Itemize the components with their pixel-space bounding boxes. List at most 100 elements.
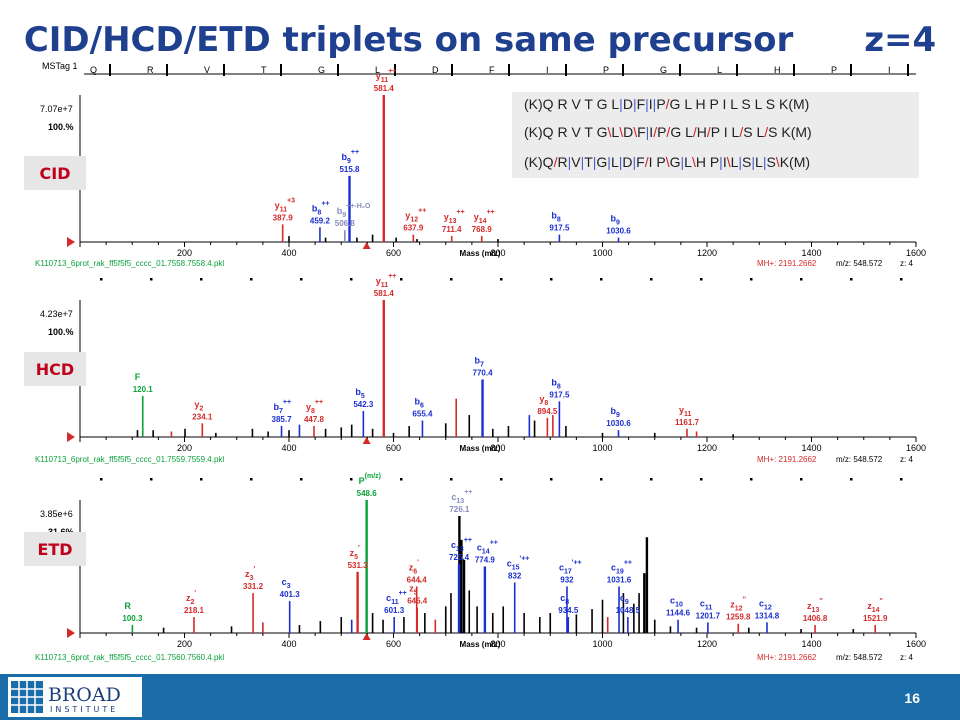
sequence-token: T <box>584 154 593 170</box>
sequence-token: | <box>567 154 572 170</box>
peak-mz-label: 1521.9 <box>863 614 888 623</box>
ion-label: y12++ <box>405 208 426 224</box>
page-number: 16 <box>904 690 920 706</box>
mstag-residue: Q <box>90 65 97 75</box>
ion-label: b9++-H₂O <box>337 203 371 219</box>
ion-charge: ' <box>194 590 196 597</box>
ion-type: y <box>376 71 381 81</box>
sequence-token: / <box>666 124 671 140</box>
ion-label: z5'' <box>409 581 421 597</box>
ion-type: b <box>312 203 318 213</box>
ion-type: c <box>477 543 482 553</box>
peak-mz-label: 644.4 <box>407 575 428 584</box>
panel-separator-dot <box>150 478 153 481</box>
x-tick-label: 1000 <box>592 639 612 649</box>
ymax-label: 4.23e+7 <box>40 309 73 319</box>
ion-type: z <box>409 562 414 572</box>
peak-mz-label: 531.3 <box>348 561 369 570</box>
ion-charge: ++-H₂O <box>346 203 371 210</box>
ion-index: 15 <box>512 564 520 571</box>
ion-type: b <box>475 355 481 365</box>
ion-charge: ++ <box>388 273 396 280</box>
ion-label: c10 <box>670 596 683 609</box>
sequence-token: F <box>636 96 646 112</box>
sequence-token: I <box>648 96 653 112</box>
ion-index: 19 <box>616 568 624 575</box>
sequence-token: L <box>755 154 763 170</box>
ion-label: y11 <box>679 405 692 418</box>
sequence-token: | <box>607 154 611 170</box>
precursor-marker <box>362 242 371 249</box>
sequence-token: / <box>553 154 558 170</box>
peak-mz-label: 385.7 <box>272 415 293 424</box>
ion-type: b <box>337 206 343 216</box>
ion-label: b9 <box>610 406 620 419</box>
ion-index: 13 <box>812 607 820 614</box>
ion-label: b6 <box>414 397 424 410</box>
panel-separator-dot <box>350 278 353 281</box>
mstag-residue: L <box>717 65 722 75</box>
ion-type: c <box>559 562 564 572</box>
ion-type: b <box>414 397 420 407</box>
peak-mz-label: 515.8 <box>339 165 360 174</box>
sequence-token: L <box>611 124 620 140</box>
ion-charge: +3 <box>287 197 295 204</box>
ion-label: z14 '' <box>867 598 883 614</box>
ion-index: 5 <box>354 554 358 561</box>
ion-index: 11 <box>391 599 399 606</box>
axis-marker <box>67 628 75 638</box>
sequence-token: D <box>623 124 634 140</box>
x-tick-label: 400 <box>281 443 296 453</box>
precursor-mz: m/z: 548.572 <box>836 455 883 464</box>
ion-type: c <box>451 540 456 550</box>
panel-separator-dot <box>600 478 603 481</box>
mh-value: MH+: 2191.2662 <box>757 259 817 268</box>
ion-type: b <box>355 387 361 397</box>
panel-separator-dot <box>300 478 303 481</box>
scale-label: 100.% <box>48 327 74 337</box>
ion-type: y <box>405 211 410 221</box>
mstag-residue: D <box>432 65 439 75</box>
logo-word-broad: BROAD <box>48 684 121 706</box>
ion-type: b <box>274 402 280 412</box>
peak-mz-label: 447.8 <box>304 415 325 424</box>
hcd-method-tag: HCD <box>24 352 86 386</box>
x-axis-label: Mass (m/z) <box>460 249 501 258</box>
panel-separator-dot <box>650 278 653 281</box>
ion-charge: '++ <box>572 559 582 566</box>
ion-label: c13++ <box>451 537 472 553</box>
x-tick-label: 600 <box>386 639 401 649</box>
sequence-token: | <box>632 96 637 112</box>
cid-sequence-coverage: (K)Q R V T G L|D|F|I|P/G L H P I L S L S… <box>524 96 919 112</box>
x-tick-label: 1400 <box>801 443 821 453</box>
sequence-token: F <box>636 154 645 170</box>
ion-charge: ++ <box>457 209 465 216</box>
x-tick-label: 400 <box>281 639 296 649</box>
mstag-residue: R <box>147 65 154 75</box>
ion-type: c <box>386 593 391 603</box>
ion-label: y11 +3 <box>275 197 296 213</box>
ion-type: c <box>620 593 625 603</box>
panel-separator-dot <box>450 278 453 281</box>
peak-mz-label: 218.1 <box>184 606 205 615</box>
mstag-residue: I <box>888 65 891 75</box>
sequence-token: | <box>619 96 623 112</box>
x-tick-label: 1400 <box>801 248 821 258</box>
broad-logo-mark: BROAD INSTITUTE <box>11 681 121 714</box>
peak-mz-label: 401.3 <box>280 590 301 599</box>
panel-separator-dot <box>150 278 153 281</box>
footer-bar <box>0 674 960 720</box>
ion-charge: ++ <box>464 489 472 496</box>
sequence-token: G <box>596 154 608 170</box>
sequence-token: | <box>632 154 637 170</box>
etd-sequence-coverage: (K)Q/R|V|T|G|L|D|F/I P\G|L\H P|I\L|S|L|S… <box>524 154 919 170</box>
sequence-token: / <box>739 124 744 140</box>
sequence-token: \ <box>691 154 696 170</box>
peak-mz-label: 581.4 <box>374 84 395 93</box>
ion-label: c3 <box>282 577 291 590</box>
sequence-token: | <box>738 154 743 170</box>
ion-index: 10 <box>675 602 683 609</box>
ion-index: 11 <box>705 604 713 611</box>
x-tick-label: 800 <box>490 248 505 258</box>
peak-mz-label: 768.9 <box>472 225 493 234</box>
